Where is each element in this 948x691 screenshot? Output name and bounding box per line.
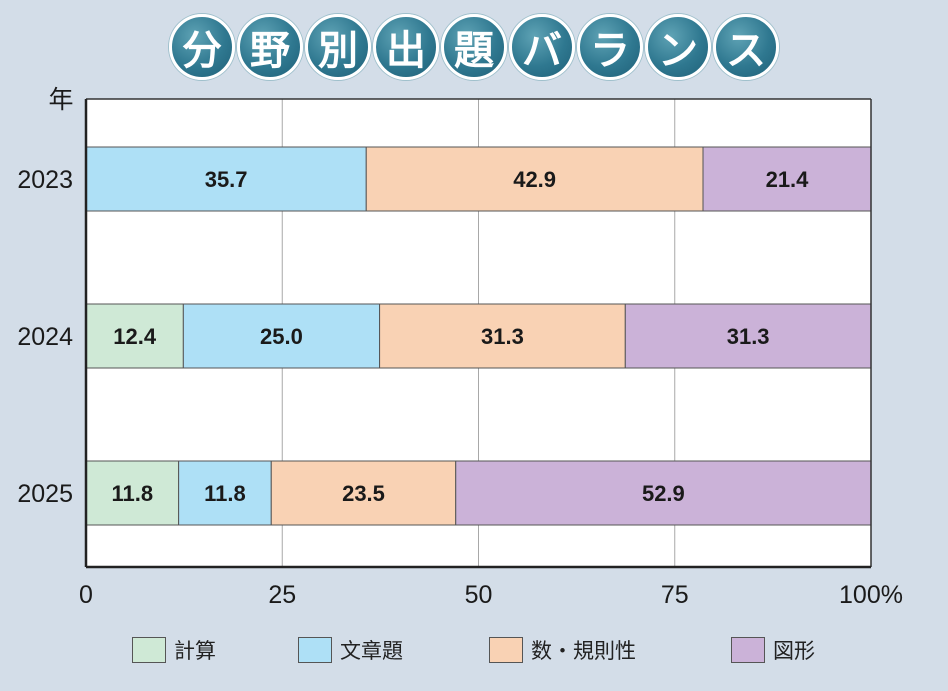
title-char: バ [509, 14, 575, 80]
category-label: 2024 [17, 323, 73, 351]
legend-item: 文章題 [298, 632, 403, 668]
data-label: 25.0 [260, 324, 303, 349]
bar-segment [85, 460, 180, 526]
legend-label: 数・規則性 [531, 639, 636, 663]
title-char: 野 [237, 14, 303, 80]
title-char: 題 [441, 14, 507, 80]
title-char: 別 [305, 14, 371, 80]
title-char: ラ [577, 14, 643, 80]
bar-segment [365, 146, 704, 212]
bar-segment [379, 303, 626, 369]
data-label: 11.8 [112, 481, 154, 506]
legend-item: 図形 [731, 632, 815, 668]
legend-label: 計算 [174, 639, 216, 663]
data-label: 23.5 [342, 481, 385, 506]
data-label: 11.8 [204, 481, 246, 506]
title-char: 出 [373, 14, 439, 80]
legend: 計算 文章題 数・規則性 図形 [0, 632, 948, 668]
y-axis-label: 年 [48, 85, 73, 114]
legend-item: 数・規則性 [489, 632, 636, 668]
title-char: 分 [169, 14, 235, 80]
bar-segment [178, 460, 272, 526]
bar-segment [182, 303, 381, 369]
legend-swatch [298, 637, 332, 663]
chart-title: 分野別出題バランス [0, 14, 948, 84]
x-tick-label: 50 [465, 581, 493, 609]
category-label: 2023 [17, 166, 73, 194]
data-label: 12.4 [113, 324, 157, 349]
bar-segment [85, 146, 367, 212]
x-tick-label: 75 [661, 581, 689, 609]
legend-swatch [731, 637, 765, 663]
chart: 35.7 42.9 21.4 2023 12.4 25.0 31.3 31.3 2024 11.8… [17, 85, 903, 609]
category-label: 2025 [17, 480, 73, 508]
data-label: 31.3 [481, 324, 524, 349]
x-tick-label: 0 [79, 581, 93, 609]
legend-label: 文章題 [340, 639, 403, 663]
legend-swatch [132, 637, 166, 663]
data-label: 31.3 [727, 324, 770, 349]
bar-segment [270, 460, 457, 526]
data-label: 35.7 [205, 167, 248, 192]
legend-swatch [489, 637, 523, 663]
x-tick-label: 25 [268, 581, 296, 609]
title-char: ン [645, 14, 711, 80]
x-tick-label: 100% [839, 581, 903, 609]
bar-segment [624, 303, 872, 369]
legend-label: 図形 [773, 639, 815, 663]
bar-segment [455, 460, 872, 526]
bar-segment [702, 146, 872, 212]
data-label: 21.4 [766, 167, 810, 192]
data-label: 52.9 [642, 481, 685, 506]
title-char: ス [713, 14, 779, 80]
bar-segment [85, 303, 184, 369]
data-label: 42.9 [513, 167, 556, 192]
legend-item: 計算 [132, 632, 216, 668]
